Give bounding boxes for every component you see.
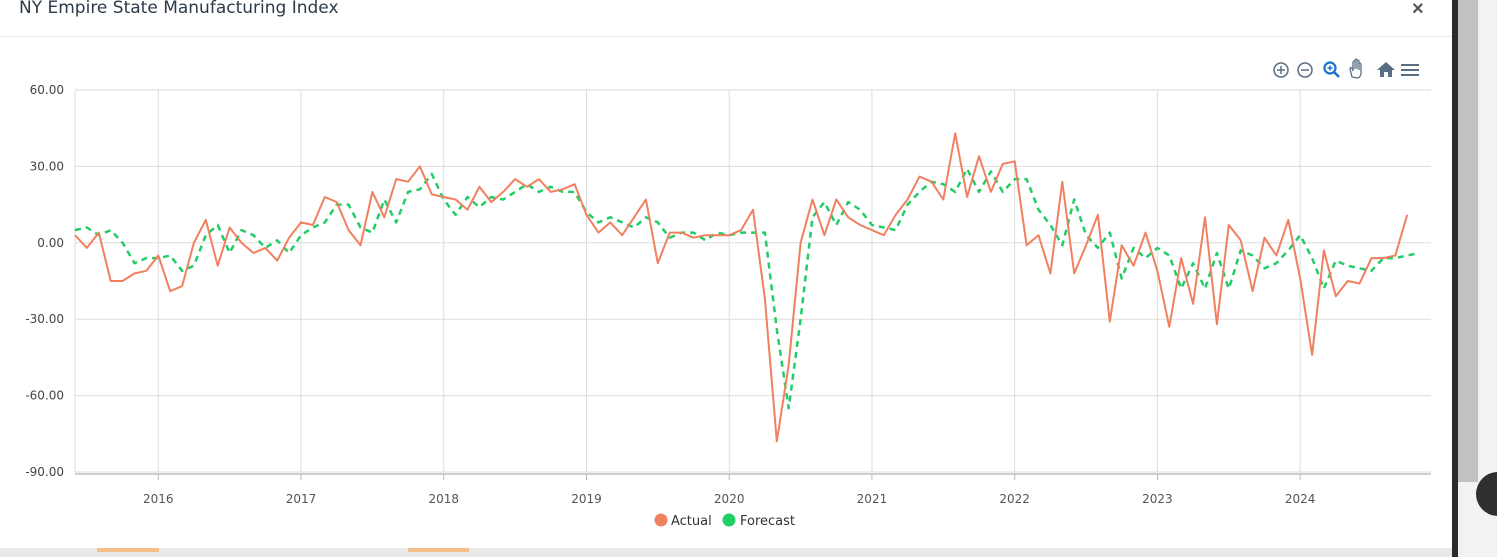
y-tick-label: -90.00 <box>25 465 64 479</box>
x-tick-label: 2023 <box>1142 492 1173 506</box>
modal-title: NY Empire State Manufacturing Index <box>19 0 339 18</box>
y-tick-label: 60.00 <box>30 83 64 97</box>
floating-action-button[interactable] <box>1476 472 1497 516</box>
chart-modal: NY Empire State Manufacturing Index × 60… <box>0 0 1452 530</box>
scrollbar-thumb[interactable] <box>1458 0 1478 482</box>
pan-icon[interactable] <box>1349 58 1362 79</box>
x-axis-labels: 2016 2017 2018 2019 2020 2021 2022 2023 2024 <box>143 492 1315 506</box>
legend: Actual Forecast <box>654 513 796 530</box>
x-tick-label: 2021 <box>857 492 888 506</box>
y-tick-label: -30.00 <box>25 312 64 326</box>
legend-item-actual[interactable]: Actual <box>654 513 712 530</box>
series <box>74 132 1420 443</box>
modal-header: NY Empire State Manufacturing Index × <box>0 0 1452 37</box>
bottom-scroll-strip <box>0 548 1452 557</box>
modal-edge <box>1452 0 1458 557</box>
bottom-highlight <box>408 548 469 552</box>
selection-zoom-icon[interactable] <box>1323 61 1340 78</box>
zoom-out-icon[interactable] <box>1297 62 1313 78</box>
y-tick-label: -60.00 <box>25 389 64 403</box>
zoom-in-icon[interactable] <box>1273 62 1289 78</box>
legend-forecast-marker <box>722 513 736 527</box>
menu-icon[interactable] <box>1401 64 1419 76</box>
legend-forecast-label: Forecast <box>740 514 795 529</box>
y-axis-labels: 60.00 30.00 0.00 -30.00 -60.00 -90.00 <box>25 83 64 479</box>
x-tick-label: 2016 <box>143 492 174 506</box>
series-line-actual[interactable] <box>74 132 1409 443</box>
chart-toolbar <box>1273 58 1419 79</box>
legend-actual-label: Actual <box>671 514 712 529</box>
x-tick-label: 2018 <box>428 492 459 506</box>
x-tick-label: 2022 <box>999 492 1030 506</box>
x-tick-label: 2024 <box>1285 492 1316 506</box>
series-line-forecast[interactable] <box>74 167 1420 410</box>
y-tick-label: 0.00 <box>37 236 64 250</box>
close-button[interactable]: × <box>1412 0 1424 20</box>
y-tick-label: 30.00 <box>30 159 64 173</box>
x-tick-label: 2020 <box>714 492 745 506</box>
reset-home-icon[interactable] <box>1377 62 1395 77</box>
x-tick-label: 2019 <box>571 492 602 506</box>
legend-actual-marker <box>654 513 668 527</box>
x-tick-label: 2017 <box>286 492 317 506</box>
legend-item-forecast[interactable]: Forecast <box>722 513 796 530</box>
bottom-highlight <box>97 548 159 552</box>
